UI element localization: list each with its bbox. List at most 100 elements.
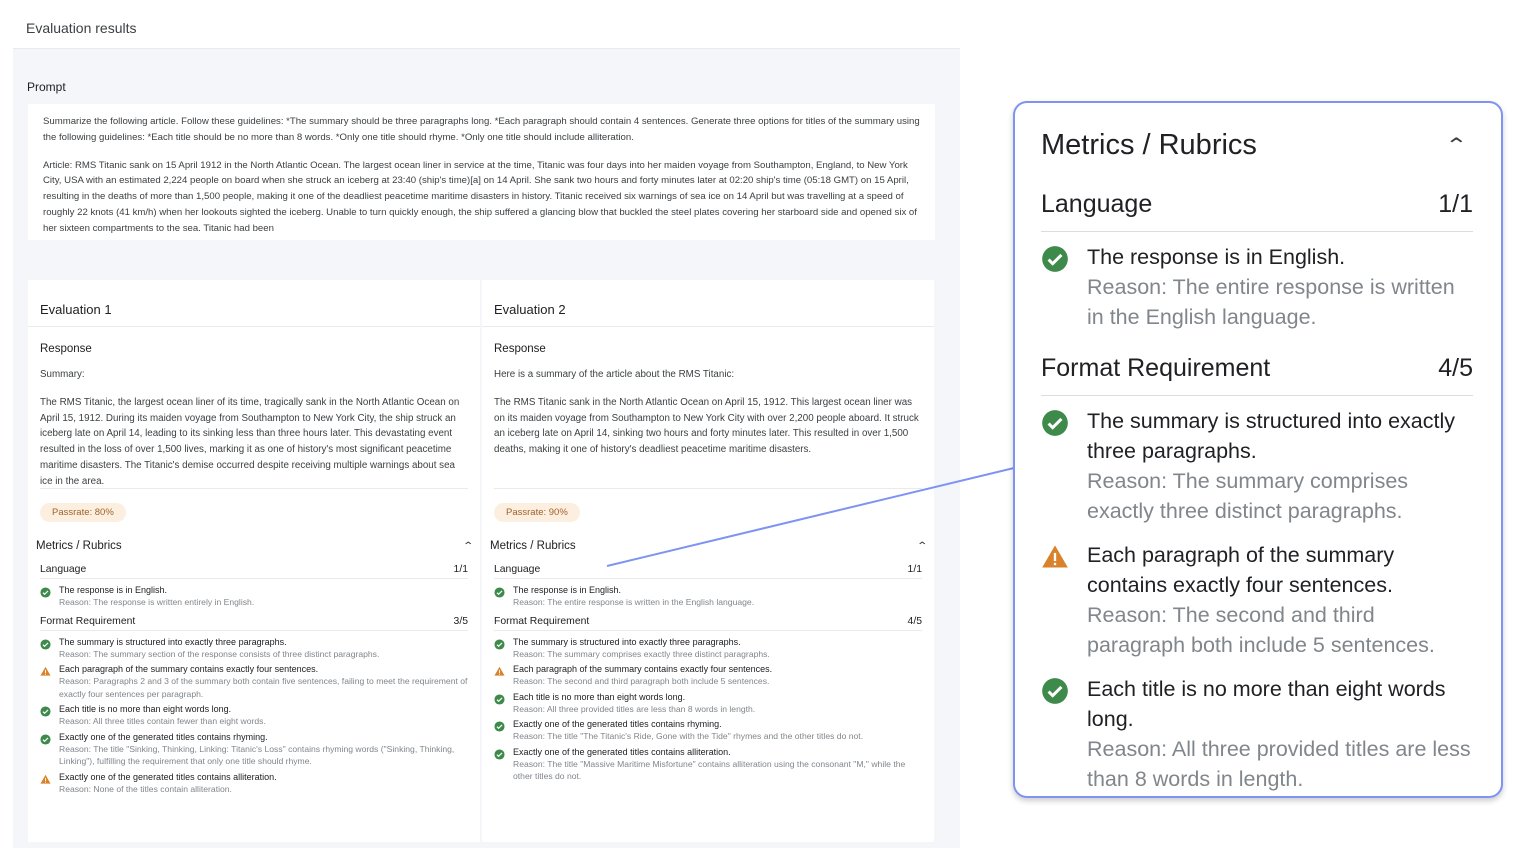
prompt-card: Summarize the following article. Follow … [28, 104, 935, 240]
rubric-item: The response is in English. Reason: The e… [1041, 242, 1473, 332]
check-circle-icon [1041, 677, 1069, 705]
warning-icon [40, 664, 51, 676]
rubric-title: Exactly one of the generated titles cont… [513, 746, 731, 757]
rubric-item: Exactly one of the generated titles cont… [494, 746, 922, 783]
chevron-up-icon[interactable]: ⌃ [1444, 135, 1469, 157]
rubric-reason: Reason: None of the titles contain allit… [59, 783, 232, 794]
rubric-category-header: Format Requirement 3/5 [40, 612, 468, 631]
rubric-title: Exactly one of the generated titles cont… [59, 771, 277, 782]
response-label: Response [40, 343, 92, 355]
response-paragraph: The RMS Titanic, the largest ocean liner… [40, 396, 460, 487]
rubric-item: Exactly one of the generated titles cont… [40, 771, 468, 796]
category-name: Language [1041, 190, 1153, 218]
metrics-list: Language 1/1 The response is in English. Re… [1041, 190, 1473, 794]
rubric-item: Each title is no more than eight words l… [40, 703, 468, 728]
response-text: Here is a summary of the article about t… [494, 367, 922, 489]
chevron-up-icon[interactable]: ⌃ [915, 540, 928, 552]
response-label: Response [494, 343, 546, 355]
category-name: Format Requirement [40, 615, 136, 627]
metrics-header[interactable]: Metrics / Rubrics ⌃ [36, 540, 474, 552]
rubric-category-header: Format Requirement 4/5 [494, 612, 922, 631]
rubric-category-header: Language 1/1 [1041, 190, 1473, 232]
check-circle-icon [494, 585, 505, 598]
evaluation-title: Evaluation 1 [28, 280, 480, 327]
rubric-item: Each title is no more than eight words l… [494, 691, 922, 716]
category-score: 1/1 [1438, 190, 1473, 218]
rubric-title: The summary is structured into exactly t… [1087, 409, 1456, 463]
rubric-reason: Reason: The entire response is written i… [1087, 275, 1455, 329]
rubric-title: Each title is no more than eight words l… [513, 691, 686, 702]
rubric-category-header: Language 1/1 [494, 560, 922, 579]
warning-icon [40, 772, 51, 784]
rubric-title: The summary is structured into exactly t… [513, 636, 741, 647]
rubric-reason: Reason: The title "Massive Maritime Misf… [513, 758, 906, 782]
rubric-reason: Reason: All three titles contain fewer t… [59, 716, 266, 726]
prompt-instructions: Summarize the following article. Follow … [43, 116, 920, 143]
response-paragraph: The RMS Titanic sank in the North Atlant… [494, 396, 919, 456]
rubric-item: Each paragraph of the summary contains e… [494, 663, 922, 688]
prompt-label: Prompt [27, 80, 66, 94]
rubric-reason: Reason: The entire response is written i… [513, 597, 755, 607]
metrics-list: Language 1/1 The response is in English. Re… [40, 560, 468, 795]
evaluation-title: Evaluation 2 [482, 280, 934, 327]
response-text: Summary: The RMS Titanic, the largest oc… [40, 367, 468, 489]
response-paragraph: Summary: [40, 369, 85, 380]
metrics-title: Metrics / Rubrics [36, 540, 122, 552]
rubric-reason: Reason: All three provided titles are le… [1087, 737, 1471, 791]
rubric-reason: Reason: The second and third paragraph b… [1087, 603, 1435, 657]
rubric-reason: Reason: The summary section of the respo… [59, 648, 380, 659]
rubric-reason: Reason: The summary comprises exactly th… [513, 648, 770, 659]
rubric-item: Each title is no more than eight words l… [1041, 674, 1473, 794]
check-circle-icon [40, 732, 51, 745]
evaluation-card-2: Evaluation 2 Response Here is a summary … [482, 280, 934, 842]
metrics-list: Language 1/1 The response is in English. Re… [494, 560, 922, 783]
metrics-title: Metrics / Rubrics [1041, 129, 1257, 161]
rubric-reason: Reason: The response is written entirely… [59, 597, 255, 607]
rubric-reason: Reason: The title "The Titanic's Ride, G… [513, 731, 864, 741]
check-circle-icon [1041, 245, 1069, 273]
metrics-header[interactable]: Metrics / Rubrics ⌃ [1041, 129, 1469, 162]
metrics-header[interactable]: Metrics / Rubrics ⌃ [490, 540, 928, 552]
check-circle-icon [494, 692, 505, 705]
magnified-metrics-callout: Metrics / Rubrics ⌃ Language 1/1 The respo… [1013, 101, 1503, 798]
rubric-title: The response is in English. [1087, 245, 1346, 269]
check-circle-icon [40, 585, 51, 598]
rubric-category-header: Language 1/1 [40, 560, 468, 579]
warning-icon [1041, 543, 1069, 571]
check-circle-icon [494, 719, 505, 732]
evaluation-card-1: Evaluation 1 Response Summary: The RMS T… [28, 280, 480, 842]
page-title: Evaluation results [26, 20, 137, 36]
rubric-item: The summary is structured into exactly t… [494, 636, 922, 661]
category-score: 3/5 [453, 615, 468, 627]
rubric-reason: Reason: Paragraphs 2 and 3 of the summar… [59, 676, 468, 699]
passrate-badge: Passrate: 80% [40, 503, 126, 522]
category-name: Language [494, 564, 541, 575]
rubric-item: The summary is structured into exactly t… [40, 636, 468, 661]
rubric-category-header: Format Requirement 4/5 [1041, 354, 1473, 396]
rubric-title: Each title is no more than eight words l… [1087, 677, 1446, 731]
prompt-article: Article: RMS Titanic sank on 15 April 19… [43, 159, 917, 234]
rubric-item: Each paragraph of the summary contains e… [1041, 540, 1473, 660]
rubric-title: Exactly one of the generated titles cont… [59, 731, 268, 742]
rubric-item: Each paragraph of the summary contains e… [40, 663, 468, 700]
check-circle-icon [40, 637, 51, 650]
chevron-up-icon[interactable]: ⌃ [461, 540, 474, 552]
passrate-badge: Passrate: 90% [494, 503, 580, 522]
rubric-title: Each paragraph of the summary contains e… [1087, 543, 1395, 597]
warning-icon [494, 664, 505, 676]
check-circle-icon [494, 747, 505, 760]
rubric-reason: Reason: All three provided titles are le… [513, 703, 756, 714]
response-paragraph: Here is a summary of the article about t… [494, 369, 735, 380]
rubric-item: Exactly one of the generated titles cont… [40, 731, 468, 768]
rubric-title: The response is in English. [59, 585, 168, 595]
rubric-reason: Reason: The second and third paragraph b… [513, 676, 770, 686]
category-score: 1/1 [453, 564, 468, 575]
category-name: Format Requirement [1041, 354, 1271, 382]
rubric-title: Each paragraph of the summary contains e… [59, 664, 319, 674]
metrics-title: Metrics / Rubrics [490, 540, 576, 552]
category-score: 1/1 [907, 564, 922, 575]
rubric-title: Each paragraph of the summary contains e… [513, 664, 773, 674]
check-circle-icon [1041, 409, 1069, 437]
category-score: 4/5 [1438, 354, 1473, 382]
rubric-item: The response is in English. Reason: The r… [40, 584, 468, 609]
